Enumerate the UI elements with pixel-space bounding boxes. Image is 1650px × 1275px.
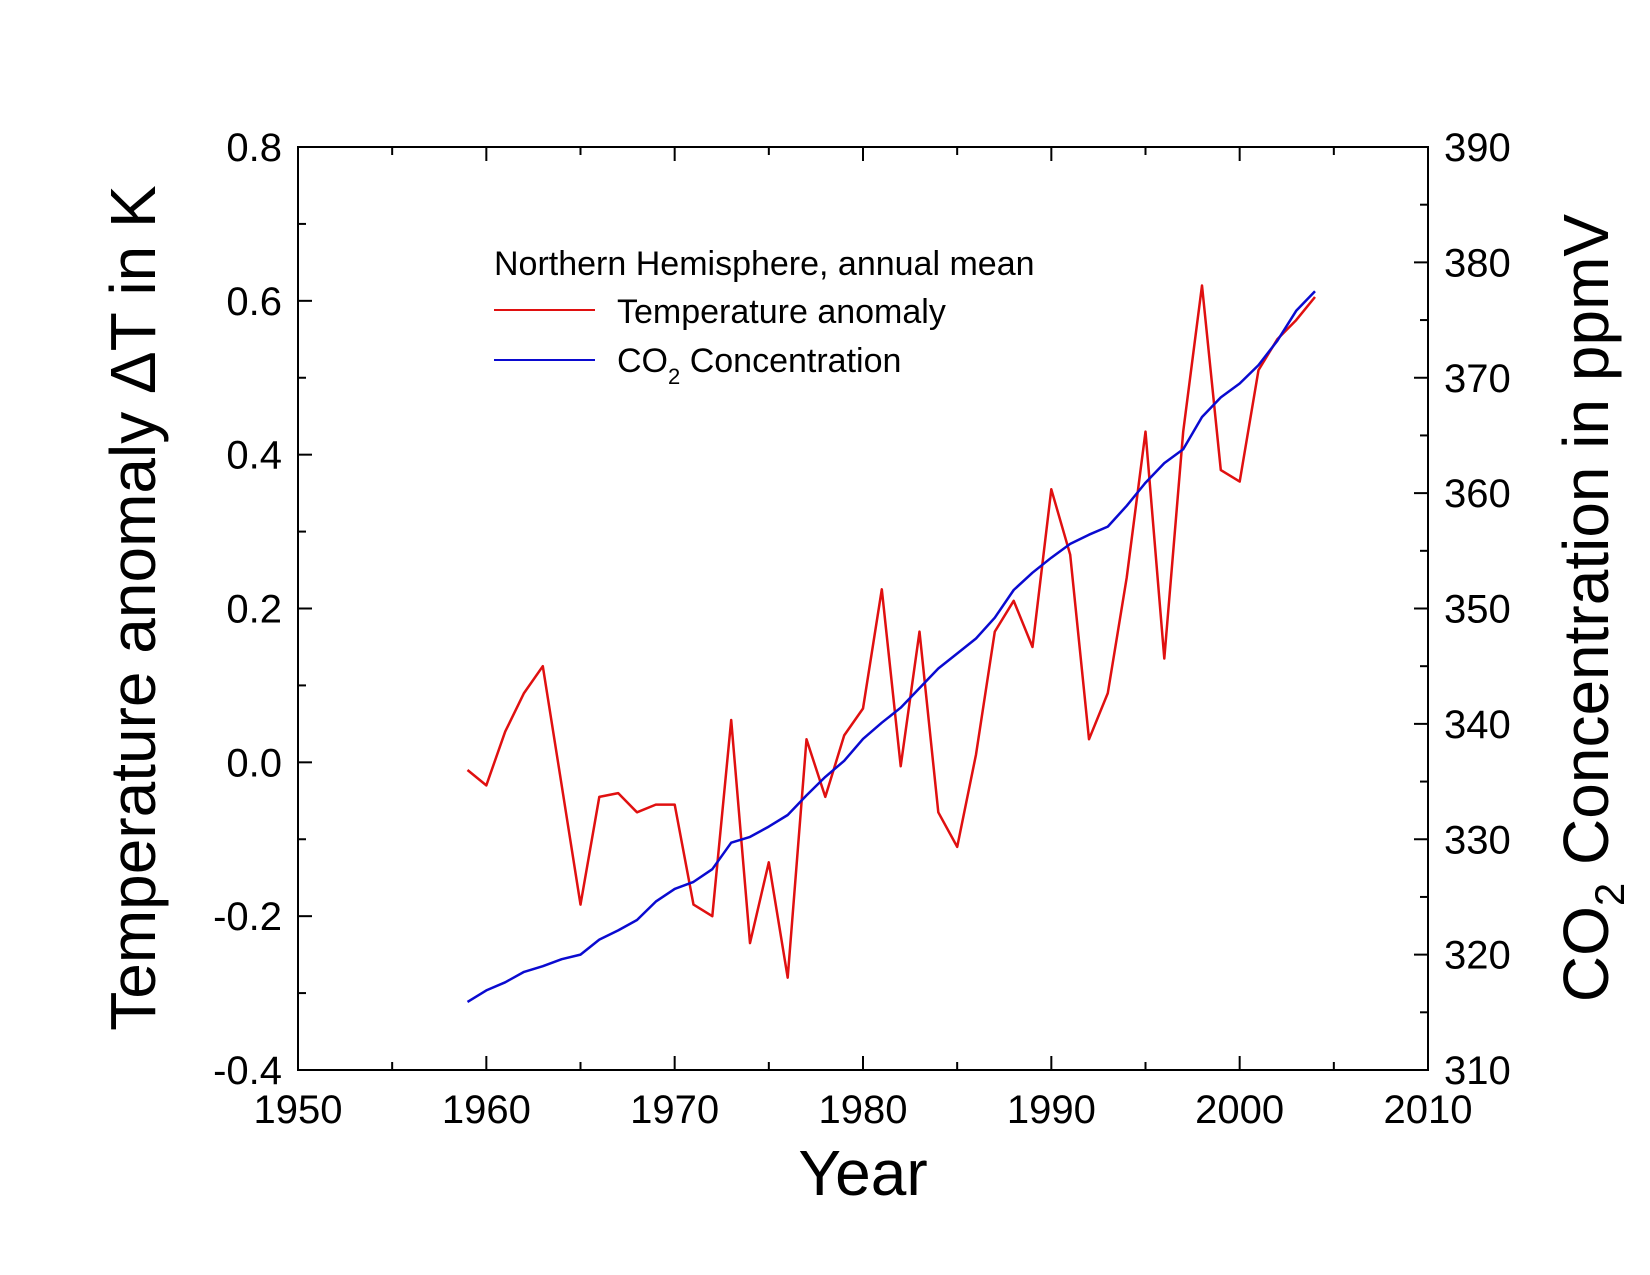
y-right-tick-label: 310 — [1444, 1049, 1511, 1093]
x-tick-label: 1980 — [819, 1088, 908, 1132]
y-axis-right-title-sub: 2 — [1586, 883, 1633, 906]
y-left-tick-label: 0.6 — [226, 280, 282, 324]
x-tick-label: 2010 — [1384, 1088, 1473, 1132]
legend-label-co2-rest: Concentration — [680, 342, 901, 380]
legend: Northern Hemisphere, annual mean Tempera… — [494, 245, 1035, 389]
legend-title: Northern Hemisphere, annual mean — [494, 245, 1035, 283]
x-tick-label: 1960 — [442, 1088, 531, 1132]
y-right-tick-label: 360 — [1444, 472, 1511, 516]
series-lines — [466, 284, 1316, 1003]
x-axis-title: Year — [798, 1137, 927, 1209]
tick-labels: 1950 1960 1970 1980 1990 2000 2010 -0.4 -0.2 0.0 0… — [213, 126, 1511, 1132]
y-right-tick-label: 350 — [1444, 588, 1511, 632]
legend-label-temperature: Temperature anomaly — [617, 293, 946, 331]
y-axis-left-title: Temperature anomaly ΔT in K — [97, 185, 169, 1031]
x-tick-label: 2000 — [1195, 1088, 1284, 1132]
temperature-anomaly-line — [466, 284, 1316, 979]
y-right-tick-label: 370 — [1444, 357, 1511, 401]
legend-label-co2-main: CO — [617, 342, 668, 380]
y-left-tick-label: -0.2 — [213, 895, 282, 939]
y-left-tick-label: 0.4 — [226, 434, 282, 478]
y-axis-right-title-rest: Concentration in ppmV — [1550, 214, 1622, 883]
legend-label-co2: CO2 Concentration — [617, 342, 901, 389]
y-axis-right-title-main: CO — [1550, 906, 1622, 1002]
y-left-tick-label: 0.0 — [226, 741, 282, 785]
y-right-tick-label: 340 — [1444, 703, 1511, 747]
y-right-tick-label: 380 — [1444, 241, 1511, 285]
y-left-tick-label: 0.2 — [226, 588, 282, 632]
x-tick-label: 1990 — [1007, 1088, 1096, 1132]
y-right-tick-label: 320 — [1444, 934, 1511, 978]
y-left-tick-label: 0.8 — [226, 126, 282, 170]
y-right-tick-label: 330 — [1444, 818, 1511, 862]
plot-frame — [297, 146, 1429, 1071]
y-left-tick-label: -0.4 — [213, 1049, 282, 1093]
co2-concentration-line — [466, 290, 1316, 1003]
x-tick-label: 1950 — [254, 1088, 343, 1132]
x-tick-label: 1970 — [630, 1088, 719, 1132]
tick-marks — [297, 146, 1429, 1071]
legend-label-co2-sub: 2 — [668, 364, 680, 389]
y-right-tick-label: 390 — [1444, 126, 1511, 170]
y-axis-right-title: CO2 Concentration in ppmV — [1550, 214, 1633, 1002]
